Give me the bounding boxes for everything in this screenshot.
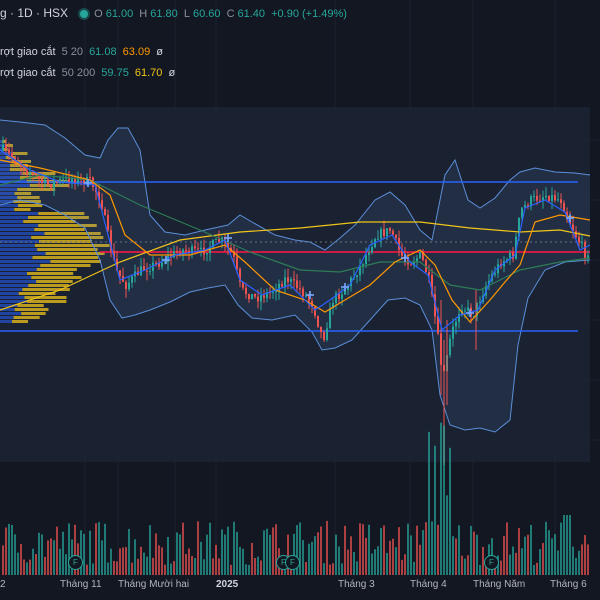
bollinger-lower — [0, 199, 591, 433]
change-value: +0.90 (+1.49%) — [271, 8, 347, 20]
indicator-1-value-b: 63.09 — [122, 46, 151, 58]
indicator-row-2[interactable]: rợt giao cắt 50 200 59.75 61.70 ø — [0, 67, 178, 79]
ohlc-legend: g · 1D · HSX O 61.00 H 61.80 L 60.60 C 61.40… — [0, 6, 350, 20]
x-axis-label: Tháng Năm — [473, 579, 526, 590]
high-label: H — [139, 8, 148, 20]
indicator-1-params: 5 20 — [61, 46, 83, 58]
indicator-1-visibility-icon[interactable]: ø — [156, 46, 163, 58]
close-label: C — [226, 8, 235, 20]
x-axis-label: Tháng 4 — [410, 579, 447, 590]
market-status-dot-icon — [80, 10, 89, 19]
indicator-2-name: rợt giao cắt — [0, 67, 56, 79]
event-marker-icon[interactable]: F — [484, 555, 499, 570]
indicator-1-name: rợt giao cắt — [0, 46, 56, 58]
cross-markers — [84, 179, 574, 317]
symbol-title[interactable]: g · 1D · HSX — [0, 6, 69, 20]
bollinger-band-fill — [0, 120, 590, 432]
indicator-2-value-a: 59.75 — [101, 67, 129, 79]
indicator-2-visibility-icon[interactable]: ø — [168, 67, 176, 79]
x-axis-label: 2025 — [216, 579, 239, 590]
indicator-1-value-a: 61.08 — [89, 46, 117, 58]
open-label: O — [94, 8, 103, 20]
indicator-2-value-b: 61.70 — [134, 67, 163, 79]
ma-200-line — [0, 221, 591, 311]
x-axis-label: Tháng Mười hai — [118, 579, 190, 590]
low-label: L — [183, 8, 190, 20]
close-value: 61.40 — [237, 8, 266, 20]
low-value: 60.60 — [192, 8, 221, 20]
x-axis-label: Tháng 11 — [60, 579, 102, 590]
indicator-2-params: 50 200 — [61, 67, 96, 79]
x-axis-label: Tháng 3 — [338, 579, 375, 590]
open-value: 61.00 — [105, 8, 134, 20]
high-value: 61.80 — [150, 8, 178, 20]
ma-5-line — [0, 149, 591, 332]
event-marker-icon[interactable]: F — [68, 555, 83, 570]
x-axis-label: 2 — [0, 579, 6, 590]
indicator-row-1[interactable]: rợt giao cắt 5 20 61.08 63.09 ø — [0, 46, 166, 58]
volume-bars — [2, 422, 589, 575]
x-axis-label: Tháng 6 — [550, 579, 587, 590]
event-marker-icon[interactable]: F — [285, 555, 300, 570]
ma-50-line — [0, 174, 591, 291]
ma-20-line — [0, 159, 591, 323]
